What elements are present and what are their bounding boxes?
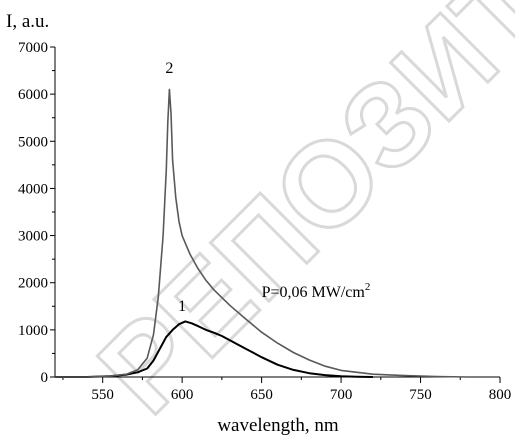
series-line-1	[55, 320, 373, 378]
series-line-2	[55, 88, 469, 378]
x-tick-label: 800	[489, 387, 512, 403]
y-tick-label: 0	[41, 370, 49, 386]
y-axis-title: I, a.u.	[6, 11, 49, 32]
y-tick-label: 7000	[18, 40, 48, 56]
series-layer	[55, 88, 469, 378]
y-tick-label: 2000	[18, 276, 48, 292]
series-labels: 12	[165, 60, 186, 315]
y-ticks: 0 1000 2000 3000 4000 5000 6000 7000	[18, 40, 55, 386]
x-tick-label: 650	[250, 387, 273, 403]
series-label-2: 2	[165, 60, 173, 77]
x-axis-title: wavelength, nm	[217, 415, 339, 436]
series-label-1: 1	[178, 298, 186, 315]
annotation-main: P=0,06 MW/cm	[262, 284, 366, 301]
x-ticks: 550 600 650 700 750 800	[62, 377, 512, 403]
y-tick-label: 1000	[18, 323, 48, 339]
x-tick-label: 600	[171, 387, 194, 403]
y-tick-label: 5000	[18, 134, 48, 150]
x-tick-label: 750	[409, 387, 432, 403]
annotation-superscript: 2	[365, 281, 371, 293]
y-tick-label: 4000	[18, 181, 48, 197]
x-tick-label: 550	[91, 387, 114, 403]
x-tick-label: 700	[330, 387, 353, 403]
y-tick-label: 3000	[18, 229, 48, 245]
y-tick-label: 6000	[18, 87, 48, 103]
power-annotation: P=0,06 MW/cm2	[262, 281, 371, 301]
